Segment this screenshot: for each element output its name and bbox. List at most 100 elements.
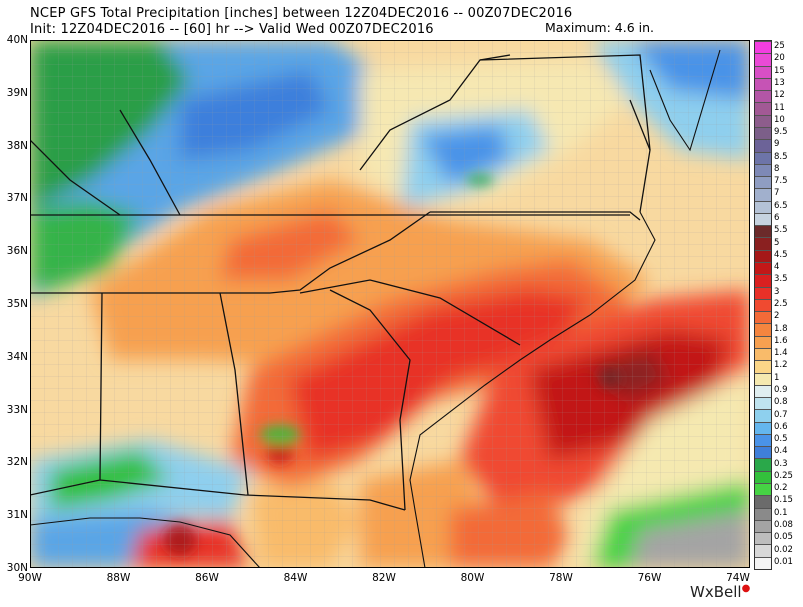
coastline	[30, 49, 721, 568]
lon-label: 88W	[106, 572, 131, 584]
colorbar-label: 5.5	[774, 225, 788, 236]
colorbar-cell	[755, 200, 771, 214]
colorbar-cell	[755, 225, 771, 238]
colorbar-label: 9.5	[774, 127, 788, 138]
colorbar-cell	[755, 470, 771, 484]
colorbar-label: 0.7	[774, 409, 788, 420]
colorbar-cell	[755, 360, 771, 374]
colorbar-cell	[755, 384, 771, 398]
colorbar-label: 2	[774, 311, 780, 322]
lat-label: 30N	[6, 562, 28, 574]
state-borders	[30, 54, 651, 511]
lon-label: 90W	[18, 572, 42, 584]
colorbar-label: 0.6	[774, 421, 788, 432]
colorbar-cell	[755, 249, 771, 263]
colorbar-label: 1.8	[774, 323, 788, 334]
lon-label: 86W	[195, 572, 219, 584]
lat-label: 36N	[6, 245, 28, 258]
lat-label: 33N	[6, 403, 28, 416]
colorbar-cell	[755, 212, 771, 226]
colorbar-label: 10	[774, 114, 785, 125]
lat-label: 38N	[6, 139, 28, 152]
colorbar-cell	[755, 298, 771, 312]
colorbar-label: 0.2	[774, 483, 788, 494]
colorbar-cell	[755, 262, 771, 275]
colorbar-label: 4.5	[774, 249, 788, 260]
colorbar-cell	[755, 519, 771, 533]
colorbar-label: 0.15	[774, 495, 793, 506]
lat-label: 35N	[6, 298, 28, 310]
colorbar-label: 13	[774, 77, 785, 88]
colorbar-cell	[755, 397, 771, 410]
colorbar-label: 2.5	[774, 299, 788, 309]
colorbar-label: 6.5	[774, 200, 788, 211]
colorbar-cell	[755, 163, 771, 177]
colorbar-label: 0.4	[774, 446, 788, 457]
colorbar-label: 15	[774, 65, 785, 76]
colorbar-label: 0.5	[774, 434, 788, 445]
lat-label: 39N	[6, 86, 28, 99]
colorbar-cell	[755, 347, 771, 361]
colorbar-cell	[755, 507, 771, 521]
lat-label: 37N	[6, 192, 28, 205]
colorbar-label: 20	[774, 53, 785, 64]
colorbar-cell	[755, 139, 771, 152]
colorbar-cell	[755, 544, 771, 558]
lon-label: 84W	[283, 572, 308, 584]
colorbar-label: 0.01	[774, 556, 793, 567]
colorbar-cell	[755, 237, 771, 251]
colorbar-cell	[755, 53, 771, 67]
colorbar-label: 3.5	[774, 274, 788, 285]
colorbar-label: 0.3	[774, 458, 788, 469]
colorbar-cell	[755, 274, 771, 288]
colorbar-label: 0.9	[774, 384, 788, 395]
colorbar-cell	[755, 458, 771, 472]
colorbar-label: 0.08	[774, 520, 793, 531]
lon-label: 80W	[460, 572, 485, 584]
init-valid-line: Init: 12Z04DEC2016 -- [60] hr --> Valid …	[30, 22, 434, 37]
colorbar-label: 8.5	[774, 151, 788, 162]
colorbar-cell	[755, 286, 771, 300]
wxbell-logo: WxBell●	[690, 583, 751, 601]
colorbar-cell	[755, 102, 771, 116]
colorbar-cell	[755, 126, 771, 140]
lat-label: 34N	[6, 350, 28, 363]
colorbar-label: 7	[774, 188, 780, 199]
colorbar-cell	[755, 114, 771, 128]
colorbar-cell	[755, 77, 771, 91]
colorbar-cell	[755, 433, 771, 447]
lon-label: 82W	[372, 572, 396, 584]
colorbar-cell	[755, 65, 771, 79]
colorbar-cell	[755, 483, 771, 496]
colorbar-label: 1.6	[774, 335, 788, 346]
colorbar-cell	[755, 372, 771, 386]
colorbar-cell	[755, 188, 771, 202]
colorbar-label: 3	[774, 286, 780, 297]
lon-label: 78W	[549, 572, 573, 584]
precip-colorbar	[754, 40, 772, 570]
colorbar-label: 1.2	[774, 360, 788, 371]
map-title: NCEP GFS Total Precipitation [inches] be…	[30, 6, 573, 21]
lon-label: 76W	[637, 572, 662, 584]
colorbar-label: 25	[774, 41, 785, 52]
precipitation-map	[30, 40, 750, 568]
lat-label: 31N	[6, 509, 28, 522]
lon-label: 74W	[726, 572, 750, 584]
colorbar-label: 9	[774, 139, 780, 150]
colorbar-label: 0.05	[774, 532, 793, 543]
colorbar-label: 11	[774, 102, 785, 113]
colorbar-label: 1.4	[774, 348, 788, 359]
colorbar-label: 0.8	[774, 397, 788, 408]
colorbar-cell	[755, 446, 771, 459]
colorbar-cell	[755, 90, 771, 103]
colorbar-cell	[755, 176, 771, 189]
lat-label: 32N	[6, 456, 28, 469]
colorbar-label: 6	[774, 213, 780, 224]
colorbar-label: 0.1	[774, 507, 788, 518]
colorbar-cell	[755, 311, 771, 324]
colorbar-label: 4	[774, 262, 780, 273]
colorbar-cell	[755, 151, 771, 165]
colorbar-label: 7.5	[774, 176, 788, 187]
colorbar-cell	[755, 495, 771, 509]
colorbar-cell	[755, 41, 771, 54]
